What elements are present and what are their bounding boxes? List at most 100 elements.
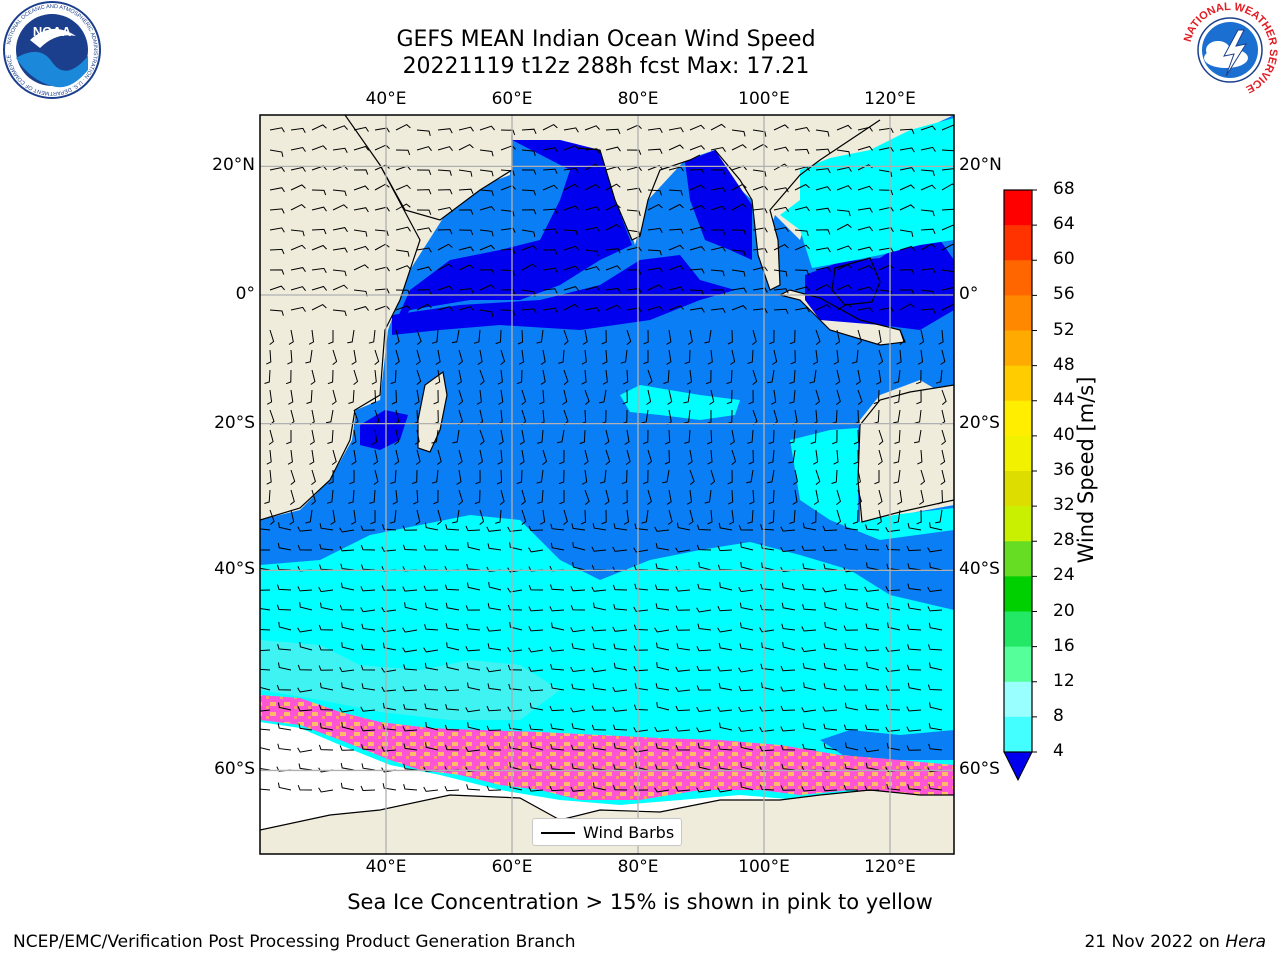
wind-barb [369,489,376,504]
wind-barb [318,645,334,651]
wind-barb [495,329,502,345]
wind-barb [768,509,775,525]
wind-barb [584,286,600,291]
wind-barb [542,267,558,273]
wind-barb [521,229,536,237]
wind-barb [899,204,915,211]
wind-barb [297,706,313,712]
wind-barb [878,189,894,196]
wind-barb [465,525,481,532]
wind-barb [521,149,536,157]
lat-tick-right: 40°S [959,559,1000,580]
wind-barb [496,469,503,485]
wind-barb [536,329,544,344]
wind-barb [815,186,831,192]
wind-barb [675,625,691,631]
footer-date-text: 21 Nov 2022 on [1084,932,1220,952]
wind-barb [486,705,502,712]
wind-barb [269,187,285,193]
colorbar-band [1004,295,1032,331]
wind-barb [853,429,860,445]
wind-barb [436,449,442,465]
wind-barb [855,369,861,385]
wind-barb [789,509,796,524]
wind-barb [452,509,460,524]
wind-barb [633,645,649,651]
wind-barb [266,469,272,485]
wind-barb [675,586,691,592]
wind-barb [340,782,355,791]
wind-barb [810,429,817,445]
wind-barb [654,726,670,733]
colorbar-band [1004,576,1032,612]
wind-barb [402,586,418,592]
wind-barb [935,369,943,384]
wind-barb [509,761,523,771]
wind-barb [516,469,523,485]
wind-barb [563,205,579,211]
wind-barb [311,285,327,291]
wind-barb [332,227,348,233]
wind-barb [572,542,586,551]
wind-barb [497,449,503,465]
wind-barb [381,686,397,692]
wind-barb [626,187,642,193]
wind-barb [327,369,334,385]
wind-barb [269,227,285,233]
wind-barb [802,662,817,671]
wind-barb [873,409,880,424]
wind-barb [717,605,733,612]
wind-barb [836,245,852,251]
wind-barb [374,229,389,237]
wind-barb [920,308,936,314]
wind-barb [739,643,754,651]
wind-barb [507,646,523,653]
wind-barb [885,726,901,732]
wind-barb [332,349,338,365]
wind-barb [710,187,726,193]
wind-barb [351,349,357,365]
wind-barb [920,268,936,274]
wind-barb [395,124,411,131]
wind-barb [339,745,355,751]
wind-barb [374,127,390,133]
wind-barb [833,349,839,365]
wind-barb [626,307,642,313]
wind-barb [696,685,712,691]
wind-barb [330,509,336,525]
wind-barb [559,490,565,505]
wind-barb [403,704,418,711]
wind-barb [876,509,882,525]
nws-logo: NATIONAL WEATHER SERVICE [1182,1,1279,96]
wind-barb [605,449,611,465]
wind-barb [759,746,775,752]
wind-barb [857,389,863,405]
wind-barb [626,269,642,275]
wind-barb [402,686,418,692]
wind-barb [899,184,915,191]
antarctica-coastline [260,789,954,831]
wind-barb [689,145,705,151]
wind-barb [437,263,453,271]
wind-barb [563,183,579,191]
wind-barb [696,544,712,551]
wind-barb [633,747,649,753]
wind-barb [941,183,954,191]
wind-barb [437,306,453,312]
wind-barb [444,584,460,591]
wind-barb [500,209,515,217]
wind-barb [539,509,546,525]
wind-barb [738,706,754,713]
wind-barb [801,626,817,632]
wind-barb [646,389,652,405]
wind-barb [542,449,548,465]
wind-barb [773,187,789,193]
lon-tick-top: 120°E [864,89,916,109]
wind-barb [927,586,943,593]
wind-barb [907,583,922,591]
wind-barb [873,389,880,405]
wind-barb [374,349,380,365]
wind-barb [668,244,684,251]
wind-barb [916,509,922,525]
wind-barb [866,562,880,571]
